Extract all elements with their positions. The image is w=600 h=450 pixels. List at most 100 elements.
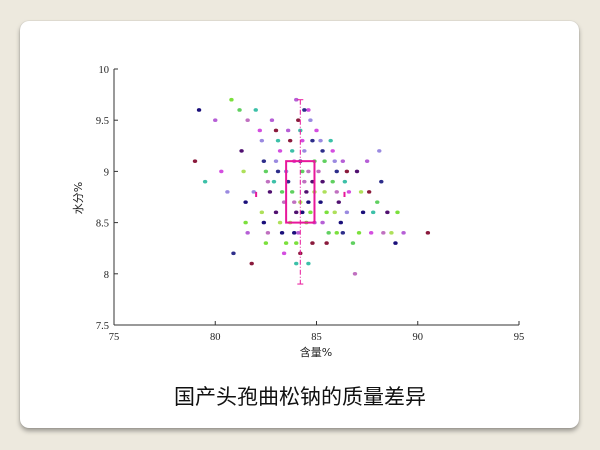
scatter-point [330, 179, 335, 184]
scatter-point [300, 138, 305, 143]
y-axis-label: 水分% [72, 182, 85, 214]
scatter-point [263, 241, 269, 245]
scatter-point [338, 220, 343, 225]
scatter-point [393, 241, 398, 245]
scatter-point [300, 210, 305, 215]
x-tick-label: 90 [413, 332, 424, 343]
scatter-point [328, 138, 333, 143]
scatter-point [279, 231, 285, 235]
scatter-point [375, 200, 380, 204]
scatter-point [306, 261, 311, 266]
scatter-point [350, 241, 356, 245]
scatter-point [385, 210, 390, 215]
chart-axes: 75 80 85 90 95 7.5 8 8.5 9 9.5 10 [96, 65, 524, 343]
scatter-point [294, 97, 299, 102]
scatter-point [395, 210, 400, 215]
scatter-point [346, 190, 352, 194]
scatter-point [261, 159, 267, 163]
scatter-point [243, 220, 248, 225]
scatter-point [320, 179, 325, 184]
scatter-point [318, 138, 323, 143]
scatter-point [239, 149, 244, 153]
scatter-point [381, 231, 386, 235]
y-tick-label: 8 [104, 270, 109, 281]
scatter-point [265, 231, 271, 235]
scatter-point [257, 128, 262, 133]
scatter-point [334, 231, 339, 235]
scatter-point [277, 220, 283, 225]
y-tick-label: 10 [99, 65, 110, 76]
scatter-point [326, 231, 331, 235]
scatter-point [302, 108, 307, 112]
scatter-point [279, 190, 285, 194]
scatter-point [229, 97, 234, 102]
scatter-point [192, 159, 198, 163]
scatter-point [302, 149, 307, 153]
scatter-point [296, 118, 301, 122]
scatter-point [275, 138, 281, 143]
scatter-point [332, 210, 337, 215]
scatter-point [314, 128, 319, 133]
scatter-point [287, 138, 293, 143]
scatter-point [364, 159, 370, 163]
scatter-point [292, 231, 297, 235]
scatter-point [219, 169, 224, 174]
scatter-point [271, 179, 277, 184]
scatter-point [356, 231, 362, 235]
scatter-point [306, 169, 311, 174]
scatter-point [263, 169, 269, 174]
scatter-point [273, 210, 279, 215]
scatter-point [277, 149, 283, 153]
scatter-point [249, 261, 254, 266]
scatter-point [273, 159, 279, 163]
y-tick-label: 9 [104, 167, 109, 178]
scatter-point [336, 200, 341, 204]
scatter-point [308, 210, 313, 215]
scatter-point [306, 108, 311, 112]
scatter-point [304, 190, 309, 194]
scatter-point [300, 169, 305, 174]
scatter-point [334, 190, 339, 194]
scatter-point [306, 200, 311, 204]
box-rect [285, 160, 316, 224]
scatter-point [322, 190, 327, 194]
scatter-point [302, 179, 307, 184]
scatter-point [241, 169, 246, 174]
slide-caption: 国产头孢曲松钠的质量差异 [174, 385, 426, 409]
scatter-point [310, 241, 315, 245]
scatter-point [425, 231, 431, 235]
scatter-point [334, 169, 339, 174]
y-tick-label: 8.5 [96, 219, 109, 230]
scatter-point [358, 190, 364, 194]
scatter-point [401, 231, 406, 235]
scatter-point [290, 149, 295, 153]
scatter-point [259, 138, 265, 143]
scatter-point [366, 190, 372, 194]
scatter-point [275, 169, 281, 174]
scatter-point [265, 179, 271, 184]
scatter-point [379, 179, 384, 184]
scatter-point [231, 251, 236, 256]
scatter-point [340, 231, 346, 235]
scatter-point [296, 231, 301, 235]
scatter-point [318, 200, 323, 204]
scatter-point [294, 210, 299, 215]
scatter-point [368, 231, 374, 235]
scatter-point [340, 159, 346, 163]
x-axis-label: 含量% [300, 345, 332, 359]
y-tick-label: 9.5 [96, 116, 109, 127]
scatter-point [360, 210, 366, 215]
scatter-point [324, 241, 329, 245]
scatter-point [389, 231, 394, 235]
slide-card [20, 21, 579, 428]
scatter-point [352, 272, 358, 276]
scatter-point [202, 179, 208, 184]
scatter-point [281, 251, 287, 256]
scatter-point [322, 159, 327, 163]
scatter-point [377, 149, 382, 153]
scatter-point [259, 210, 265, 215]
scatter-point [237, 108, 242, 112]
scatter-point [213, 118, 218, 122]
scatter-point [332, 159, 337, 163]
